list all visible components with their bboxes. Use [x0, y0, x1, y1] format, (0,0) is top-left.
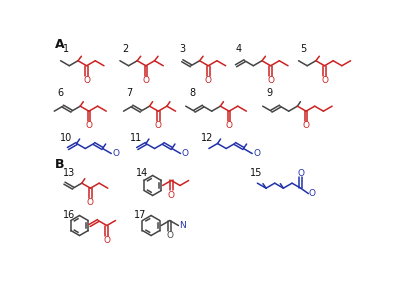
Text: O: O	[205, 76, 212, 85]
Text: 7: 7	[126, 88, 133, 98]
Text: O: O	[302, 121, 310, 130]
Text: 8: 8	[190, 88, 196, 98]
Text: B: B	[55, 158, 64, 171]
Text: 1: 1	[62, 44, 69, 54]
Text: O: O	[87, 198, 94, 207]
Text: 4: 4	[236, 44, 242, 54]
Text: N: N	[179, 221, 186, 230]
Text: O: O	[168, 191, 175, 200]
Text: O: O	[103, 236, 110, 245]
Text: O: O	[267, 76, 274, 85]
Text: 6: 6	[57, 88, 63, 98]
Text: 17: 17	[134, 210, 146, 220]
Text: O: O	[112, 149, 120, 158]
Text: O: O	[166, 231, 173, 240]
Text: 13: 13	[62, 168, 75, 178]
Text: 3: 3	[180, 44, 186, 54]
Text: O: O	[297, 169, 304, 178]
Text: O: O	[321, 76, 328, 85]
Text: O: O	[253, 149, 260, 158]
Text: 16: 16	[62, 210, 75, 220]
Text: 14: 14	[136, 168, 148, 178]
Text: 12: 12	[201, 133, 214, 143]
Text: O: O	[142, 76, 150, 85]
Text: O: O	[226, 121, 232, 130]
Text: 9: 9	[267, 88, 273, 98]
Text: O: O	[155, 121, 162, 130]
Text: 2: 2	[122, 44, 128, 54]
Text: 11: 11	[130, 133, 142, 143]
Text: 5: 5	[300, 44, 307, 54]
Text: 15: 15	[250, 168, 262, 178]
Text: O: O	[309, 189, 316, 198]
Text: O: O	[86, 121, 92, 130]
Text: 10: 10	[60, 133, 72, 143]
Text: A: A	[55, 38, 64, 52]
Text: O: O	[83, 76, 90, 85]
Text: O: O	[182, 149, 189, 158]
